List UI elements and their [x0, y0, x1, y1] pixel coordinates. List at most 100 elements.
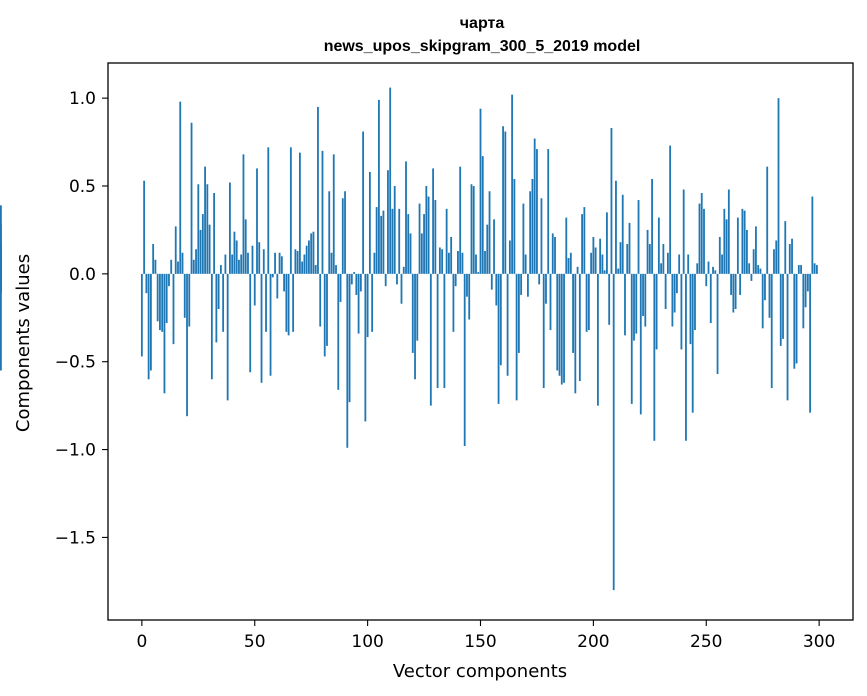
bar [416, 273, 419, 341]
bar [335, 265, 337, 274]
bar [436, 273, 439, 389]
x-axis: 0 50 100 150 200 250 300 [136, 620, 835, 652]
bar [165, 273, 168, 324]
bar [427, 196, 430, 274]
bar [678, 254, 681, 274]
bar [700, 193, 703, 274]
bar [366, 273, 369, 338]
bar [195, 249, 197, 274]
bar [450, 236, 453, 274]
bar [800, 265, 802, 274]
bar [736, 217, 739, 274]
bar [506, 273, 509, 376]
bar [154, 259, 157, 274]
bar [441, 249, 444, 274]
bar [400, 273, 403, 304]
bar [596, 273, 599, 406]
bar [364, 273, 367, 422]
bar [709, 273, 712, 324]
bar [490, 273, 493, 290]
bar [705, 273, 708, 287]
bar [308, 240, 310, 274]
bar [393, 186, 396, 274]
bar [371, 273, 374, 332]
bar [373, 252, 376, 274]
bar [294, 249, 297, 274]
bar [567, 258, 570, 274]
x-tick-label: 300 [803, 632, 835, 652]
bar [583, 207, 586, 274]
bar [285, 273, 288, 332]
bar [599, 238, 602, 274]
bar [642, 273, 644, 317]
bar [0, 258, 2, 274]
bar [161, 273, 164, 332]
bar [156, 273, 159, 322]
bar [145, 273, 148, 294]
bar [707, 261, 710, 274]
bar [204, 166, 206, 274]
bar [479, 108, 482, 274]
bar [210, 273, 213, 380]
bar [730, 273, 732, 295]
bar [378, 99, 380, 274]
bar [269, 273, 272, 376]
bar [190, 122, 193, 274]
bar [662, 243, 665, 274]
bar [721, 254, 723, 274]
bar [357, 273, 360, 334]
bar [617, 268, 620, 274]
bar [533, 138, 536, 274]
bar [558, 273, 561, 376]
bar [423, 214, 425, 274]
bar [353, 272, 355, 274]
bar [786, 273, 789, 401]
x-axis-label: Vector components [393, 661, 567, 682]
bar [215, 273, 218, 343]
bar [508, 240, 511, 274]
bar [547, 149, 550, 274]
bar [382, 210, 385, 274]
bar [168, 273, 170, 287]
bar [447, 252, 450, 274]
bar [310, 233, 313, 274]
bar [669, 145, 672, 274]
bar [531, 178, 534, 274]
bar [276, 273, 279, 299]
bar [289, 147, 292, 274]
bar [249, 273, 252, 373]
bar [233, 231, 236, 274]
y-tick-label: 0.0 [69, 265, 96, 285]
bar [502, 126, 504, 274]
bar [389, 87, 392, 274]
bar [199, 229, 202, 274]
bar [163, 273, 166, 394]
bar [396, 273, 398, 285]
bar [779, 273, 782, 346]
bar [251, 245, 254, 274]
bar [323, 273, 326, 357]
bar [524, 254, 527, 274]
bar [242, 154, 245, 274]
bar [459, 166, 462, 274]
bar [256, 168, 258, 274]
bar [788, 243, 791, 274]
bar [745, 229, 748, 274]
bar [488, 191, 491, 274]
bar [443, 273, 446, 389]
bar [815, 265, 818, 274]
bar [411, 273, 414, 353]
bar [188, 273, 191, 327]
bar [545, 273, 547, 304]
bar [784, 221, 787, 274]
chart-title: чарта [460, 15, 505, 32]
bar [513, 178, 516, 274]
bar [321, 150, 324, 274]
bar [362, 131, 365, 274]
bar [696, 263, 699, 274]
bar [712, 266, 714, 274]
bar [655, 273, 658, 350]
bar [301, 261, 304, 274]
bar [472, 186, 475, 274]
bar [468, 273, 471, 320]
